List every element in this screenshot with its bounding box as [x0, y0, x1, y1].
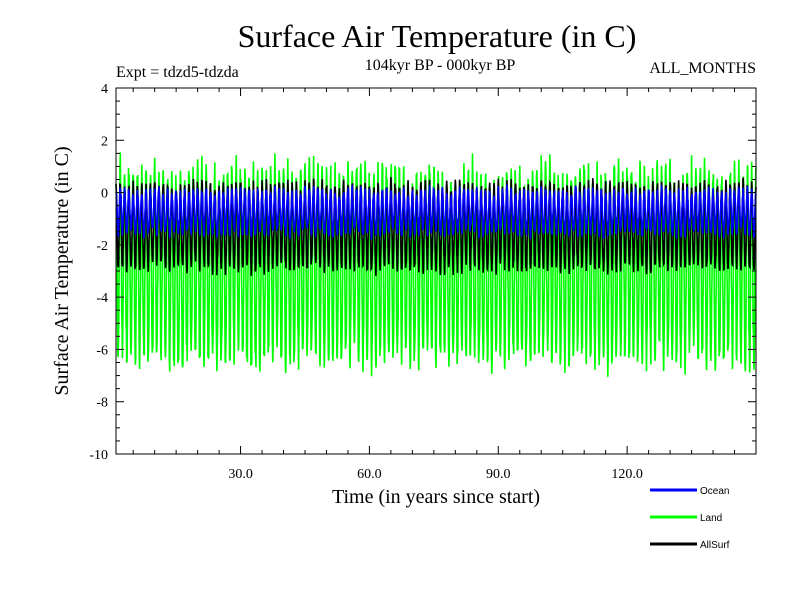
y-tick-label: 4: [101, 82, 108, 97]
x-axis-label: Time (in years since start): [332, 486, 540, 508]
series-line-ocean: [115, 184, 757, 240]
y-axis-label: Surface Air Temperature (in C): [51, 146, 73, 395]
x-tick-label: 30.0: [228, 467, 253, 482]
experiment-label: Expt = tdzd5-tdzda: [116, 64, 239, 81]
legend-label-allsurf: AllSurf: [700, 540, 730, 551]
chart-subtitle: 104kyr BP - 000kyr BP: [365, 57, 516, 74]
y-tick-label: -4: [96, 291, 108, 306]
x-tick-label: 120.0: [611, 467, 643, 482]
x-tick-label: 60.0: [357, 467, 382, 482]
y-tick-label: -2: [96, 239, 108, 254]
legend-label-ocean: Ocean: [700, 486, 729, 497]
axes-layer: 4 2 0 -2 -4 -6 -8 -10 30.0 60.0 90.0 120.0: [89, 82, 756, 482]
y-tick-label: -10: [89, 448, 108, 463]
y-tick-label: 2: [101, 134, 108, 149]
legend: Ocean Land AllSurf: [650, 486, 730, 551]
y-tick-label: 0: [101, 187, 108, 202]
legend-label-land: Land: [700, 513, 722, 524]
series-layer: [115, 152, 757, 377]
y-tick-label: -6: [96, 343, 108, 358]
x-tick-label: 90.0: [486, 467, 511, 482]
months-label: ALL_MONTHS: [649, 60, 756, 77]
y-tick-label: -8: [96, 396, 108, 411]
chart-title: Surface Air Temperature (in C): [238, 18, 637, 54]
